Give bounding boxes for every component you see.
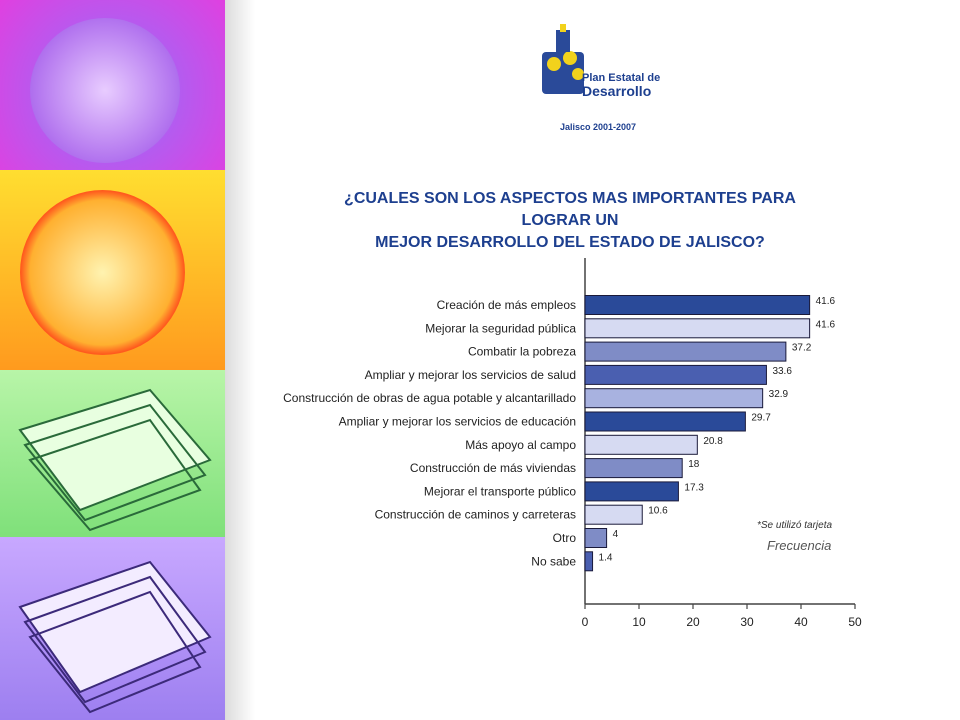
- logo-emblem-icon: [542, 24, 584, 94]
- category-label: Mejorar el transporte público: [424, 484, 576, 498]
- value-label: 18: [688, 459, 700, 470]
- chart-title-line-1: ¿CUALES SON LOS ASPECTOS MAS IMPORTANTES…: [344, 190, 796, 229]
- category-label: Construcción de obras de agua potable y …: [283, 391, 576, 405]
- chart-title-line-2: MEJOR DESARROLLO DEL ESTADO DE JALISCO?: [375, 234, 765, 251]
- value-label: 32.9: [769, 389, 789, 400]
- category-label: Ampliar y mejorar los servicios de salud: [365, 368, 576, 382]
- value-label: 4: [613, 529, 619, 540]
- value-label: 20.8: [703, 436, 723, 447]
- bar: [584, 434, 698, 455]
- category-label: Construcción de caminos y carreteras: [375, 508, 576, 522]
- bar: [584, 458, 683, 479]
- value-label: 1.4: [599, 552, 613, 563]
- x-tick-label: 40: [794, 615, 808, 629]
- category-label: Ampliar y mejorar los servicios de educa…: [339, 415, 576, 429]
- value-label: 33.6: [772, 366, 792, 377]
- logo-line-2: Desarrollo: [582, 83, 652, 99]
- chart-note-frecuencia: Frecuencia: [767, 538, 832, 553]
- bar: [584, 551, 594, 572]
- purple-clock-photo: [0, 0, 225, 170]
- bar: [584, 504, 643, 525]
- bar: [584, 295, 811, 315]
- papers-icon: [18, 388, 212, 532]
- x-tick-label: 50: [848, 615, 862, 629]
- chart-note-tarjeta: *Se utilizó tarjeta: [757, 520, 833, 531]
- clock-icon: [30, 18, 180, 163]
- bar: [584, 364, 767, 385]
- lilac-papers-photo: [0, 537, 225, 720]
- orange-clock-photo: [0, 170, 225, 370]
- category-label: Construcción de más viviendas: [410, 461, 576, 475]
- x-tick-label: 20: [686, 615, 700, 629]
- category-label: Creación de más empleos: [437, 298, 576, 312]
- category-label: Combatir la pobreza: [468, 345, 576, 359]
- logo-line-1: Plan Estatal de: [582, 72, 661, 84]
- bar: [584, 388, 764, 409]
- category-label: Mejorar la seguridad pública: [425, 321, 576, 335]
- value-label: 37.2: [792, 343, 812, 354]
- value-label: 41.6: [816, 319, 836, 330]
- category-label: Más apoyo al campo: [465, 438, 576, 452]
- logo-subtitle: Jalisco 2001-2007: [560, 122, 637, 132]
- chart-title: ¿CUALES SON LOS ASPECTOS MAS IMPORTANTES…: [320, 188, 820, 254]
- value-label: 17.3: [684, 482, 704, 493]
- bar: [584, 528, 608, 548]
- value-label: 29.7: [751, 413, 771, 424]
- bar: [584, 481, 679, 502]
- bar: [584, 318, 811, 339]
- x-tick-label: 10: [632, 615, 646, 629]
- strip-shadow: [225, 0, 255, 720]
- category-label: No sabe: [531, 554, 576, 568]
- x-tick-label: 30: [740, 615, 754, 629]
- value-label: 10.6: [648, 506, 668, 517]
- papers-icon: [18, 560, 212, 714]
- clock-icon: [20, 190, 185, 355]
- bar: [584, 411, 746, 432]
- plan-estatal-logo: Plan Estatal de Desarrollo Jalisco 2001-…: [520, 20, 680, 140]
- bar: [584, 341, 787, 362]
- green-papers-photo: [0, 370, 225, 537]
- category-label: Otro: [553, 531, 577, 545]
- value-label: 41.6: [816, 296, 836, 307]
- decorative-photo-strip: [0, 0, 225, 720]
- x-tick-label: 0: [582, 615, 589, 629]
